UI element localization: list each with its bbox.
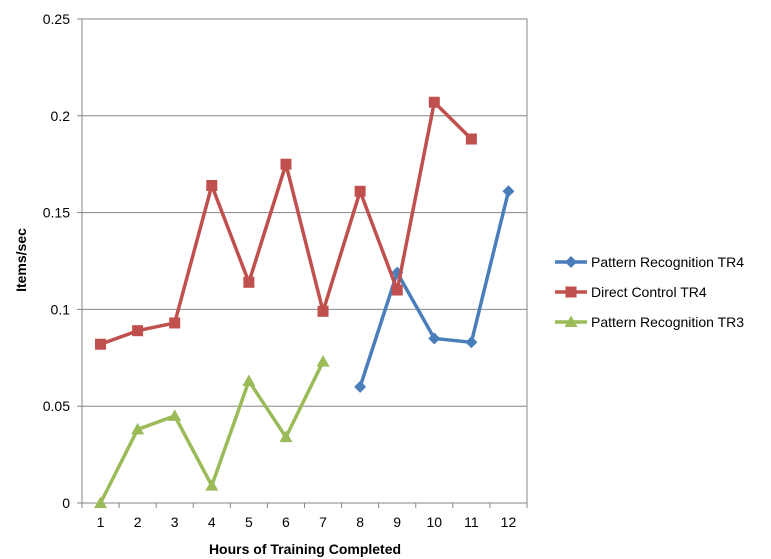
- series-3: [94, 355, 330, 508]
- x-tick-label: 1: [97, 514, 105, 530]
- y-tick-label: 0.25: [43, 11, 70, 27]
- axes: [77, 18, 528, 508]
- data-point: [428, 96, 440, 108]
- data-point: [354, 185, 366, 197]
- series-1: [354, 185, 515, 393]
- data-point: [168, 409, 182, 421]
- x-tick-label: 11: [464, 514, 479, 530]
- data-point: [280, 158, 292, 170]
- x-tick-label: 10: [427, 514, 443, 530]
- legend-marker: [564, 315, 578, 327]
- x-tick-label: 8: [356, 514, 364, 530]
- data-point: [465, 336, 478, 349]
- gridlines: [82, 18, 527, 407]
- y-tick-label: 0.15: [43, 205, 70, 221]
- x-tick-label: 6: [282, 514, 290, 530]
- series-2: [95, 96, 477, 350]
- data-point: [242, 374, 256, 387]
- data-point: [206, 179, 218, 191]
- y-axis-title: Items/sec: [13, 228, 29, 292]
- x-tick-label: 3: [171, 514, 179, 530]
- x-tick-label: 9: [393, 514, 401, 530]
- y-tick-label: 0: [62, 495, 70, 511]
- data-point: [502, 185, 515, 198]
- data-point: [428, 332, 441, 345]
- data-point: [131, 422, 145, 435]
- x-tick-label: 5: [245, 514, 253, 530]
- legend-label: Pattern Recognition TR3: [591, 314, 744, 330]
- data-point: [205, 479, 219, 491]
- y-tick-label: 0.1: [51, 301, 71, 317]
- data-point: [132, 325, 144, 337]
- legend-label: Direct Control TR4: [591, 284, 707, 300]
- legend-marker: [565, 286, 577, 298]
- x-axis-title: Hours of Training Completed: [209, 541, 401, 557]
- data-point: [243, 276, 255, 288]
- y-tick-label: 0.2: [51, 108, 71, 124]
- x-tick-label: 7: [319, 514, 327, 530]
- legend: Pattern Recognition TR4 Direct Control TR…: [555, 254, 744, 330]
- data-point: [391, 284, 403, 296]
- legend-entry: Pattern Recognition TR4: [555, 254, 744, 270]
- data-point: [279, 430, 293, 443]
- data-point: [317, 305, 329, 317]
- legend-entry: Pattern Recognition TR3: [555, 314, 744, 330]
- legend-label: Pattern Recognition TR4: [591, 254, 744, 270]
- series-line: [358, 190, 511, 388]
- x-tick-label: 4: [208, 514, 216, 530]
- data-point: [316, 355, 330, 367]
- x-tick-label: 12: [501, 514, 517, 530]
- legend-entry: Direct Control TR4: [555, 284, 707, 300]
- tick-labels: 00.050.10.150.20.251 2 3 4 5 6 7 8 9 10 11 12: [43, 11, 517, 530]
- plot-border: [81, 18, 528, 504]
- x-tick-label: 2: [134, 514, 142, 530]
- data-point: [354, 380, 367, 393]
- data-point: [95, 338, 107, 350]
- data-point: [465, 133, 477, 145]
- y-tick-label: 0.05: [43, 398, 70, 414]
- data-point: [169, 317, 181, 329]
- series-lines: [94, 96, 515, 508]
- data-point: [94, 496, 108, 508]
- legend-marker: [565, 256, 577, 268]
